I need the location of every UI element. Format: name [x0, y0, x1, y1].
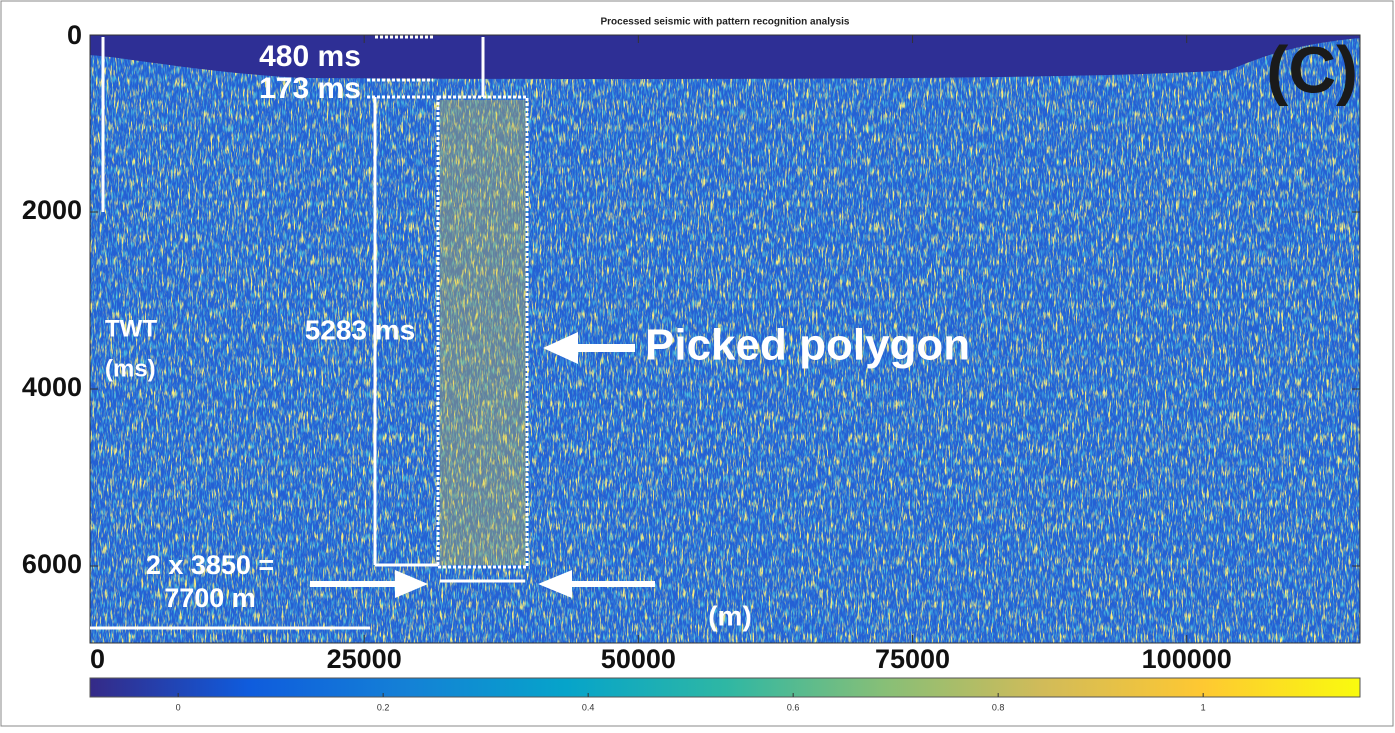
annotation: (ms) — [105, 355, 156, 382]
polygon-anomaly — [440, 100, 526, 565]
x-tick-label: 100000 — [1142, 644, 1232, 674]
colorbar-tick-label: 0.4 — [582, 702, 595, 712]
x-tick-label: 25000 — [327, 644, 402, 674]
annotation: 173 ms — [259, 72, 361, 105]
colorbar-tick-label: 0 — [176, 702, 181, 712]
annotation: 5283 ms — [305, 314, 416, 345]
colorbar-tick-label: 0.2 — [377, 702, 390, 712]
annotation: 2 x 3850 = — [146, 550, 274, 580]
panel-label: (C) — [1266, 32, 1358, 106]
y-tick-label: 2000 — [22, 195, 82, 225]
colorbar-tick-label: 0.6 — [787, 702, 800, 712]
x-tick-label: 75000 — [875, 644, 950, 674]
x-tick-label: 0 — [90, 644, 105, 674]
x-tick-label: 50000 — [601, 644, 676, 674]
annotation: 7700 m — [164, 583, 256, 613]
chart-title: Processed seismic with pattern recogniti… — [601, 17, 850, 28]
colorbar-tick-label: 0.8 — [992, 702, 1005, 712]
annotation: 480 ms — [259, 40, 361, 73]
annotation: TWT — [105, 315, 157, 342]
colorbar-tick-label: 1 — [1201, 702, 1206, 712]
y-tick-label: 4000 — [22, 372, 82, 402]
annotation: (m) — [708, 600, 752, 631]
annotation: Picked polygon — [645, 321, 970, 370]
figure: Processed seismic with pattern recogniti… — [0, 0, 1395, 728]
y-tick-label: 6000 — [22, 549, 82, 579]
colorbar — [90, 678, 1360, 697]
y-tick-label: 0 — [67, 20, 82, 50]
